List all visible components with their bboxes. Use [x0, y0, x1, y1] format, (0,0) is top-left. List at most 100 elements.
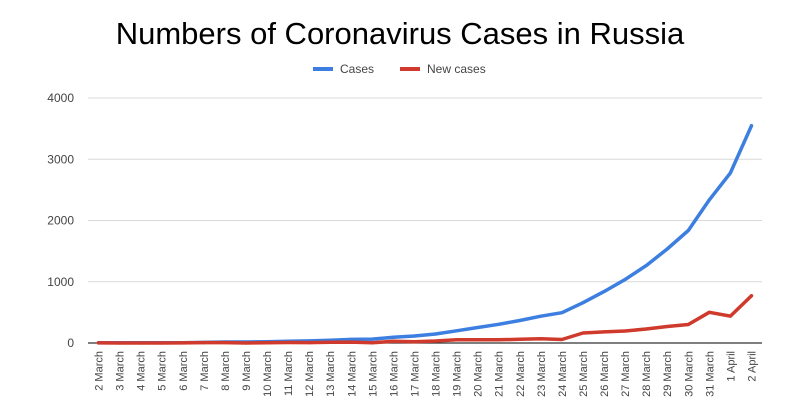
data-point: [602, 330, 606, 334]
data-point: [391, 335, 396, 339]
data-point: [539, 314, 543, 318]
data-point: [707, 310, 711, 314]
y-tick-label: 1000: [47, 275, 74, 289]
x-tick-label: 3 March: [115, 351, 127, 391]
x-tick-label: 1 April: [725, 351, 737, 382]
data-point: [665, 324, 669, 329]
data-point: [286, 340, 290, 345]
data-point: [623, 277, 627, 282]
data-point: [117, 341, 122, 345]
data-point: [497, 338, 501, 342]
x-tick-label: 9 March: [241, 351, 253, 391]
data-point: [497, 322, 501, 326]
x-axis: 2 March 3 March 4 March 5 March 6 March 7 Mar…: [94, 351, 759, 397]
data-point: [349, 337, 353, 341]
data-point: [412, 340, 417, 344]
data-point: [665, 247, 669, 251]
data-point: [96, 341, 101, 345]
data-point: [139, 341, 143, 345]
data-point: [518, 337, 522, 341]
data-point: [602, 289, 606, 294]
x-tick-label: 20 March: [473, 351, 485, 397]
series-lines: [96, 123, 754, 345]
data-point: [707, 198, 711, 202]
data-point: [391, 339, 396, 343]
data-point: [454, 329, 459, 333]
data-point: [370, 341, 374, 345]
x-tick-label: 19 March: [452, 351, 464, 397]
x-tick-label: 30 March: [683, 351, 695, 397]
x-tick-label: 10 March: [262, 351, 274, 397]
data-point: [518, 318, 522, 323]
x-tick-label: 18 March: [431, 351, 443, 397]
data-point: [539, 337, 543, 341]
series-line-new-cases: [96, 294, 754, 345]
data-point: [581, 301, 585, 305]
data-point: [623, 329, 627, 333]
x-tick-label: 23 March: [536, 351, 548, 397]
x-tick-label: 29 March: [662, 351, 674, 397]
x-tick-label: 5 March: [157, 351, 169, 391]
y-tick-label: 4000: [47, 91, 74, 105]
x-tick-label: 14 March: [346, 351, 358, 397]
data-point: [749, 294, 754, 298]
series-line-cases: [96, 123, 754, 345]
x-tick-label: 8 March: [220, 351, 232, 391]
data-point: [349, 340, 353, 344]
x-tick-label: 27 March: [620, 351, 632, 397]
data-point: [476, 338, 480, 342]
data-point: [686, 322, 690, 327]
data-point: [244, 341, 248, 345]
x-tick-label: 26 March: [599, 351, 611, 397]
data-point: [644, 263, 648, 268]
data-point: [581, 331, 585, 335]
data-point: [307, 341, 311, 345]
x-tick-label: 12 March: [304, 351, 316, 397]
y-tick-label: 3000: [47, 152, 74, 166]
data-point: [181, 341, 185, 345]
gridlines: [88, 97, 762, 344]
x-tick-label: 4 March: [136, 351, 148, 391]
x-tick-label: 22 March: [515, 351, 527, 397]
x-tick-label: 24 March: [557, 351, 569, 397]
x-tick-label: 21 March: [494, 351, 506, 397]
x-tick-label: 17 March: [409, 351, 421, 397]
data-point: [433, 332, 438, 336]
legend-label-new-cases: New cases: [427, 62, 486, 76]
x-tick-label: 13 March: [325, 351, 337, 397]
data-point: [560, 311, 564, 315]
data-point: [686, 228, 690, 233]
data-point: [728, 171, 733, 175]
x-tick-label: 15 March: [367, 351, 379, 397]
x-tick-label: 16 March: [388, 351, 400, 397]
data-point: [728, 314, 733, 318]
data-point: [476, 325, 480, 330]
data-point: [454, 338, 459, 342]
data-point: [223, 340, 227, 345]
x-tick-label: 7 March: [199, 351, 211, 391]
data-point: [433, 339, 438, 343]
legend: Cases New cases: [313, 62, 486, 76]
chart-title: Numbers of Coronavirus Cases in Russia: [116, 16, 685, 51]
y-tick-label: 0: [67, 336, 74, 350]
data-point: [328, 340, 332, 344]
x-tick-label: 2 March: [94, 351, 106, 391]
x-tick-label: 25 March: [578, 351, 590, 397]
x-tick-label: 2 April: [746, 351, 758, 382]
data-point: [644, 327, 648, 331]
data-point: [560, 337, 564, 342]
x-tick-label: 28 March: [641, 351, 653, 397]
x-tick-label: 11 March: [283, 351, 295, 396]
data-point: [202, 341, 206, 345]
data-point: [749, 124, 754, 128]
data-point: [265, 341, 269, 345]
data-point: [412, 334, 417, 338]
y-axis: 0 1000 2000 3000 4000: [47, 91, 74, 350]
legend-label-cases: Cases: [340, 62, 374, 76]
x-tick-label: 6 March: [178, 351, 190, 391]
data-point: [160, 341, 164, 345]
y-tick-label: 2000: [47, 214, 74, 228]
x-tick-label: 31 March: [704, 351, 716, 397]
data-point: [370, 337, 374, 341]
